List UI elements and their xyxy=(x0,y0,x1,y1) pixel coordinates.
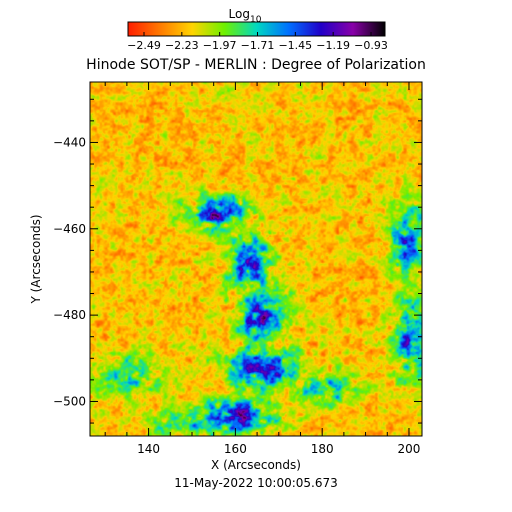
polarization-heatmap xyxy=(90,82,422,436)
x-tick-label: 140 xyxy=(137,442,160,456)
timestamp-footer: 11-May-2022 10:00:05.673 xyxy=(174,476,338,490)
x-tick-label: 160 xyxy=(224,442,247,456)
colorbar-tick-label: −1.19 xyxy=(316,39,350,52)
y-tick-label: −440 xyxy=(53,135,86,149)
colorbar-tick-label: −2.49 xyxy=(127,39,161,52)
colorbar: −2.49 −2.23 −1.97 −1.71 −1.45 −1.19 −0.93 xyxy=(127,21,388,52)
y-axis-label: Y (Arcseconds) xyxy=(29,214,43,304)
colorbar-tick-label: −1.97 xyxy=(203,39,237,52)
x-tick-label: 180 xyxy=(311,442,334,456)
colorbar-tick-label: −2.23 xyxy=(165,39,199,52)
colorbar-tick-label: −1.45 xyxy=(278,39,312,52)
x-axis-label: X (Arcseconds) xyxy=(211,458,301,472)
x-tick-label: 200 xyxy=(398,442,421,456)
y-tick-label: −480 xyxy=(53,308,86,322)
chart-title: Hinode SOT/SP - MERLIN : Degree of Polar… xyxy=(86,57,426,73)
colorbar-label: Log10 xyxy=(229,7,262,25)
colorbar-tick-label: −1.71 xyxy=(241,39,275,52)
y-tick-label: −500 xyxy=(53,394,86,408)
y-tick-label: −460 xyxy=(53,222,86,236)
colorbar-gradient xyxy=(127,21,386,37)
plot-frame xyxy=(89,81,423,437)
colorbar-tick-label: −0.93 xyxy=(354,39,388,52)
